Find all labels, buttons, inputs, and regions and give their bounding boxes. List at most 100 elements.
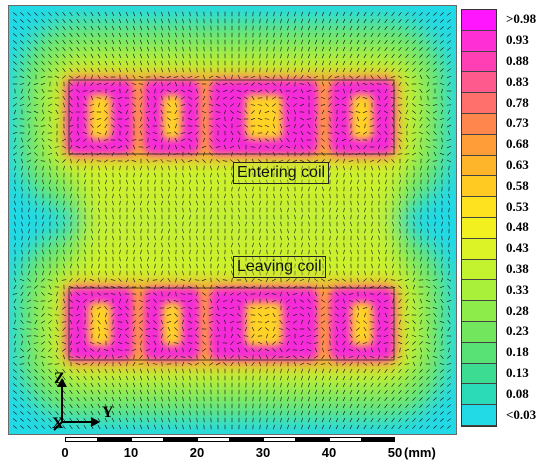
field-vector — [231, 172, 233, 178]
field-vector — [105, 130, 107, 136]
field-vector — [182, 25, 184, 31]
field-vector — [110, 286, 116, 288]
field-vector — [441, 214, 443, 220]
field-vector — [383, 83, 389, 85]
field-vector — [292, 97, 298, 99]
field-vector — [33, 83, 39, 85]
field-vector — [398, 404, 402, 408]
field-vector — [35, 200, 37, 206]
field-vector — [238, 354, 240, 360]
field-vector — [441, 221, 443, 227]
field-vector — [405, 404, 409, 408]
field-vector — [119, 221, 121, 227]
field-vector — [328, 25, 332, 31]
field-vector — [342, 46, 346, 52]
field-vector — [103, 139, 109, 141]
field-vector — [280, 32, 282, 38]
field-vector — [448, 235, 450, 241]
field-vector — [418, 306, 424, 310]
field-vector — [279, 110, 283, 114]
field-vector — [145, 145, 151, 149]
field-vector — [294, 424, 296, 430]
field-vector — [392, 186, 394, 192]
field-vector — [215, 111, 221, 113]
colorbar-swatch — [462, 72, 496, 94]
field-vector — [384, 397, 388, 401]
field-vector — [196, 375, 198, 381]
field-vector — [76, 403, 80, 409]
field-vector — [33, 96, 39, 100]
field-vector — [426, 54, 430, 58]
field-vector — [439, 363, 445, 365]
field-vector — [404, 348, 410, 352]
field-vector — [378, 249, 380, 255]
field-vector — [90, 305, 94, 311]
field-vector — [315, 263, 317, 269]
field-vector — [287, 256, 289, 262]
field-vector — [397, 341, 403, 345]
field-vector — [104, 424, 108, 430]
field-vector — [370, 74, 374, 80]
field-vector — [153, 82, 157, 86]
field-vector — [13, 145, 17, 149]
field-vector — [202, 341, 206, 345]
field-vector — [287, 368, 289, 374]
field-vector — [133, 263, 135, 269]
field-vector — [301, 25, 303, 31]
field-vector — [299, 334, 305, 338]
field-vector — [397, 279, 403, 281]
field-vector — [236, 96, 242, 100]
field-vector — [245, 193, 247, 199]
field-vector — [377, 341, 381, 345]
field-vector — [413, 256, 415, 262]
field-vector — [145, 131, 151, 135]
field-vector — [28, 242, 30, 248]
field-vector — [280, 235, 282, 241]
field-vector — [34, 47, 38, 51]
field-vector — [412, 47, 416, 51]
field-vector — [370, 382, 374, 388]
field-vector — [259, 361, 261, 367]
field-vector — [131, 341, 137, 345]
field-vector — [356, 53, 360, 59]
field-vector — [161, 165, 163, 171]
field-vector — [75, 362, 81, 366]
field-vector — [175, 25, 177, 31]
field-vector — [356, 375, 360, 381]
field-vector — [236, 125, 242, 127]
field-vector — [349, 417, 353, 423]
field-vector — [97, 403, 101, 409]
field-vector — [35, 172, 37, 178]
field-vector — [153, 292, 157, 296]
field-vector — [180, 356, 186, 358]
field-vector — [49, 207, 51, 213]
field-vector — [364, 242, 366, 248]
field-vector — [273, 389, 275, 395]
field-vector — [440, 355, 444, 359]
field-vector — [34, 285, 38, 289]
field-vector — [90, 403, 94, 409]
field-vector — [280, 361, 282, 367]
field-vector — [287, 11, 289, 17]
field-vector — [307, 299, 311, 303]
field-vector — [398, 425, 402, 429]
field-vector — [271, 96, 277, 100]
field-vector — [63, 235, 65, 241]
field-vector — [419, 361, 423, 367]
field-vector — [384, 19, 388, 23]
field-vector — [384, 12, 388, 16]
field-vector — [175, 123, 177, 129]
field-vector — [224, 256, 226, 262]
field-vector — [112, 249, 114, 255]
field-vector — [68, 125, 74, 127]
field-vector — [257, 278, 263, 282]
field-vector — [294, 18, 296, 24]
field-vector — [321, 25, 325, 31]
field-vector — [13, 376, 17, 380]
field-vector — [69, 82, 73, 86]
field-vector — [40, 320, 46, 324]
field-vector — [41, 376, 45, 380]
field-vector — [175, 277, 177, 283]
field-vector — [82, 90, 88, 92]
field-vector — [363, 32, 367, 38]
